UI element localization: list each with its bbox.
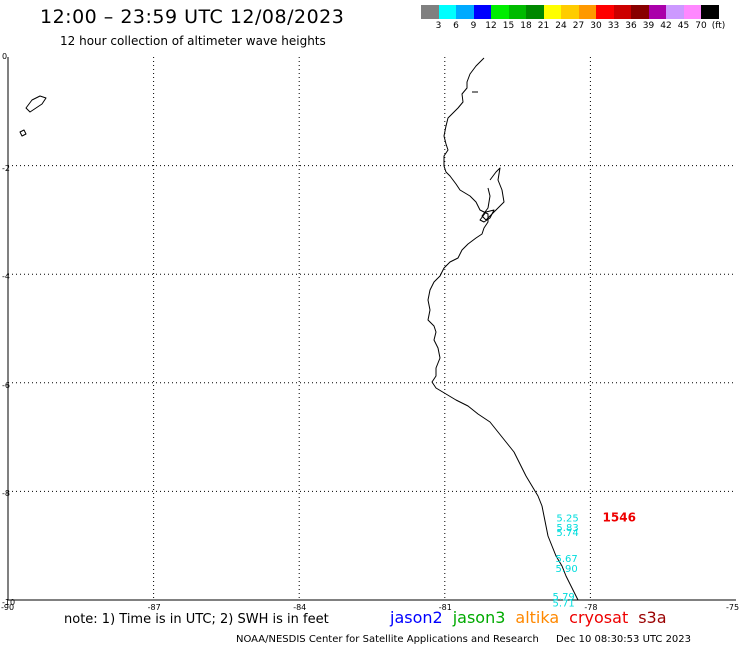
observation-label: 5.90 bbox=[555, 564, 577, 575]
scale-labels: 3 6 9 12 15 18 21 24 27 30 33 36 39 42 45 70 (ft) bbox=[421, 19, 726, 33]
satellite-legend-jason3: jason3 bbox=[452, 608, 506, 627]
coastline bbox=[19, 57, 579, 601]
timestamp-text: Dec 10 08:30:53 UTC 2023 bbox=[556, 634, 692, 645]
observation-label: 5.25 bbox=[556, 513, 578, 524]
scale-swatch bbox=[631, 5, 649, 19]
lon-tick-label: -84 bbox=[293, 603, 307, 612]
wave-height-observations: 5.255.835.74 1546 5.675.90 5.795.71 bbox=[553, 510, 636, 609]
scale-label: 21 bbox=[537, 21, 550, 31]
satellite-legend-cryosat: cryosat bbox=[569, 608, 629, 627]
scale-label: 42 bbox=[660, 21, 672, 31]
scale-label: 9 bbox=[470, 21, 477, 31]
scale-label: 36 bbox=[625, 21, 637, 31]
scale-label: 30 bbox=[590, 21, 602, 31]
scale-swatch bbox=[543, 5, 561, 19]
page-subtitle: 12 hour collection of altimeter wave hei… bbox=[60, 34, 326, 48]
scale-label: 33 bbox=[607, 21, 620, 31]
scale-swatch bbox=[526, 5, 544, 19]
lon-tick-label: -78 bbox=[584, 603, 598, 612]
puna-island bbox=[479, 209, 495, 223]
scale-swatch bbox=[456, 5, 474, 19]
observation-label: 5.71 bbox=[553, 599, 575, 610]
lon-tick-label: -81 bbox=[438, 603, 452, 612]
scale-label: 18 bbox=[520, 21, 532, 31]
scale-swatch bbox=[613, 5, 631, 19]
scale-swatch bbox=[508, 5, 526, 19]
lat-tick-label: -8 bbox=[2, 489, 10, 499]
lon-tick-label: -90 bbox=[1, 603, 15, 612]
satellite-legend-altika: altika bbox=[515, 608, 560, 627]
scale-swatch bbox=[421, 5, 439, 19]
scale-label: 39 bbox=[642, 21, 655, 31]
scale-label: (ft) bbox=[711, 21, 726, 31]
satellite-legend-s3a: s3a bbox=[638, 608, 667, 627]
observation-label: 1546 bbox=[603, 510, 636, 524]
scale-swatch bbox=[701, 5, 719, 19]
scale-swatch bbox=[578, 5, 596, 19]
observation-label: 5.67 bbox=[555, 554, 577, 565]
lat-tick-label: -10 bbox=[2, 598, 16, 607]
scale-swatch bbox=[438, 5, 456, 19]
scale-swatch bbox=[473, 5, 491, 19]
scale-label: 70 bbox=[695, 21, 707, 31]
lat-tick-label: -2 bbox=[2, 163, 10, 173]
scale-label: 45 bbox=[677, 21, 690, 31]
lat-tick-label: -6 bbox=[2, 380, 10, 390]
scale-swatch bbox=[491, 5, 509, 19]
color-scale-legend: 3 6 9 12 15 18 21 24 27 30 33 36 39 42 45 70 (ft) bbox=[421, 5, 726, 33]
galapagos-isabela-island bbox=[25, 95, 47, 113]
scale-swatch bbox=[666, 5, 684, 19]
scale-label: 24 bbox=[555, 21, 567, 31]
galapagos-small-island bbox=[19, 129, 27, 137]
lat-lon-grid bbox=[7, 57, 736, 601]
observation-label: 5.79 bbox=[553, 592, 575, 603]
lat-tick-label: 0 bbox=[2, 52, 8, 61]
credit-text: NOAA/NESDIS Center for Satellite Applica… bbox=[236, 634, 539, 645]
scale-label: 27 bbox=[572, 21, 585, 31]
gulf-of-guayaquil bbox=[481, 167, 505, 221]
observation-label: 5.74 bbox=[556, 528, 578, 539]
satellite-legend-jason2: jason2 bbox=[390, 608, 443, 627]
lon-tick-label: -75 bbox=[726, 603, 740, 612]
scale-swatches bbox=[421, 5, 719, 19]
lon-tick-label: -87 bbox=[147, 603, 161, 612]
scale-swatch bbox=[683, 5, 701, 19]
scale-label: 15 bbox=[502, 21, 515, 31]
observation-label: 5.83 bbox=[556, 523, 578, 534]
coastline-peru-ecuador bbox=[427, 57, 579, 601]
page-title: 12:00 – 23:59 UTC 12/08/2023 bbox=[40, 6, 345, 28]
scale-label: 12 bbox=[485, 21, 497, 31]
scale-swatch bbox=[561, 5, 579, 19]
lat-tick-label: -4 bbox=[2, 272, 10, 282]
footer-credit: NOAA/NESDIS Center for Satellite Applica… bbox=[236, 634, 691, 645]
satellite-legend: jason2 jason3 altika cryosat s3a bbox=[390, 608, 677, 627]
scale-swatch bbox=[596, 5, 614, 19]
scale-label: 6 bbox=[453, 21, 459, 31]
note-text: note: 1) Time is in UTC; 2) SWH is in fe… bbox=[64, 612, 329, 627]
scale-label: 3 bbox=[435, 21, 442, 31]
scale-swatch bbox=[648, 5, 666, 19]
